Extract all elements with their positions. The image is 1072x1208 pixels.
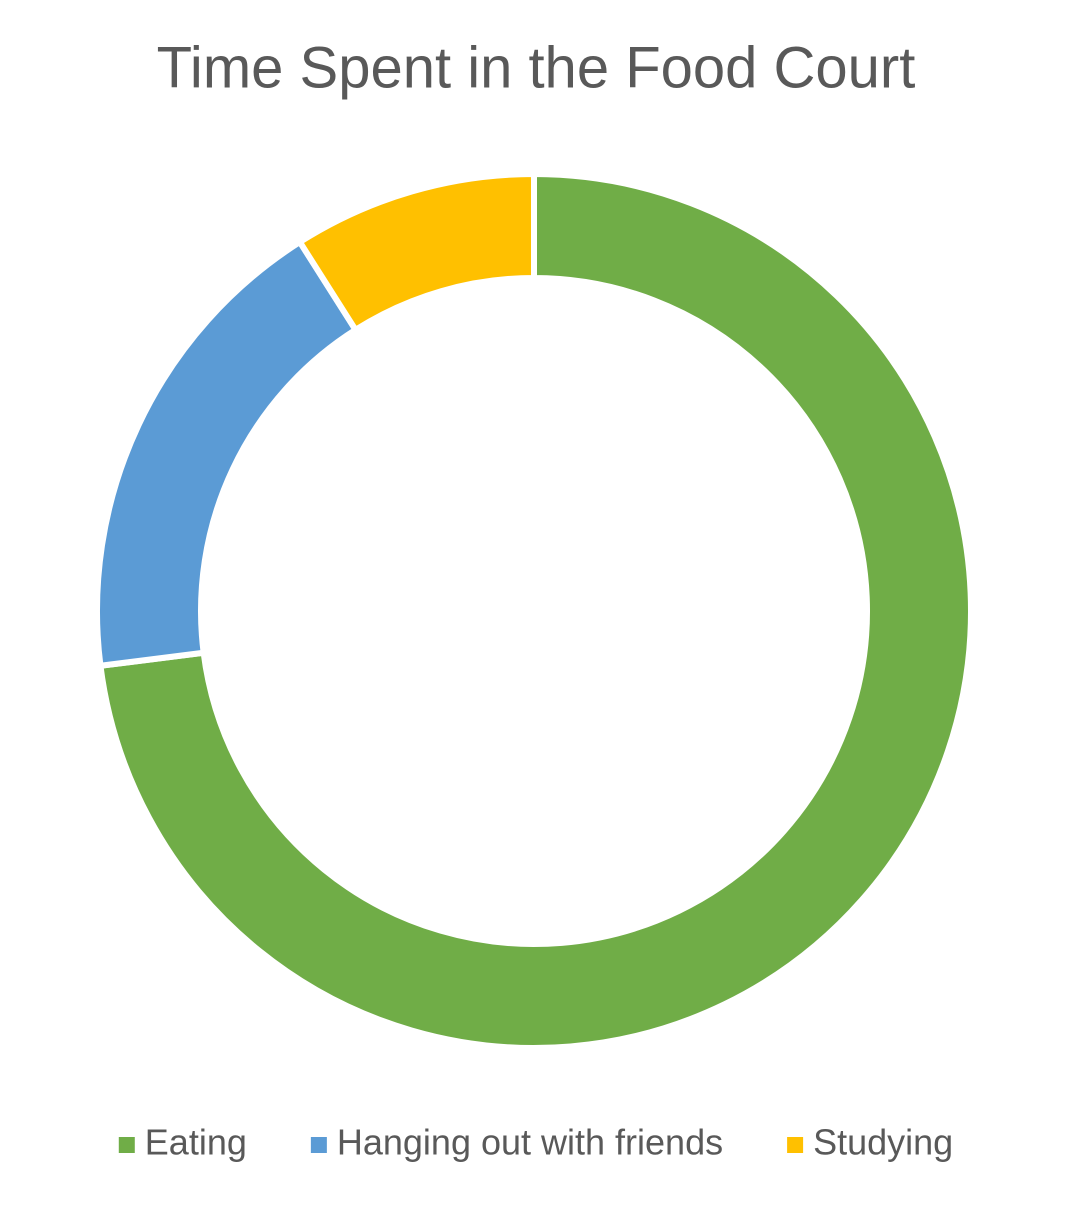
legend-label: Studying [813, 1122, 953, 1163]
legend: Eating Hanging out with friends Studying [118, 1122, 953, 1163]
legend-swatch [787, 1137, 804, 1153]
legend-swatch [310, 1137, 327, 1153]
doughnut-slice [94, 237, 360, 670]
chart-title: Time Spent in the Food Court [157, 35, 916, 100]
legend-label: Eating [145, 1122, 247, 1163]
legend-swatch [118, 1137, 135, 1153]
doughnut-slice [97, 170, 974, 1051]
legend-label: Hanging out with friends [337, 1122, 723, 1163]
doughnut-slice [295, 170, 537, 334]
